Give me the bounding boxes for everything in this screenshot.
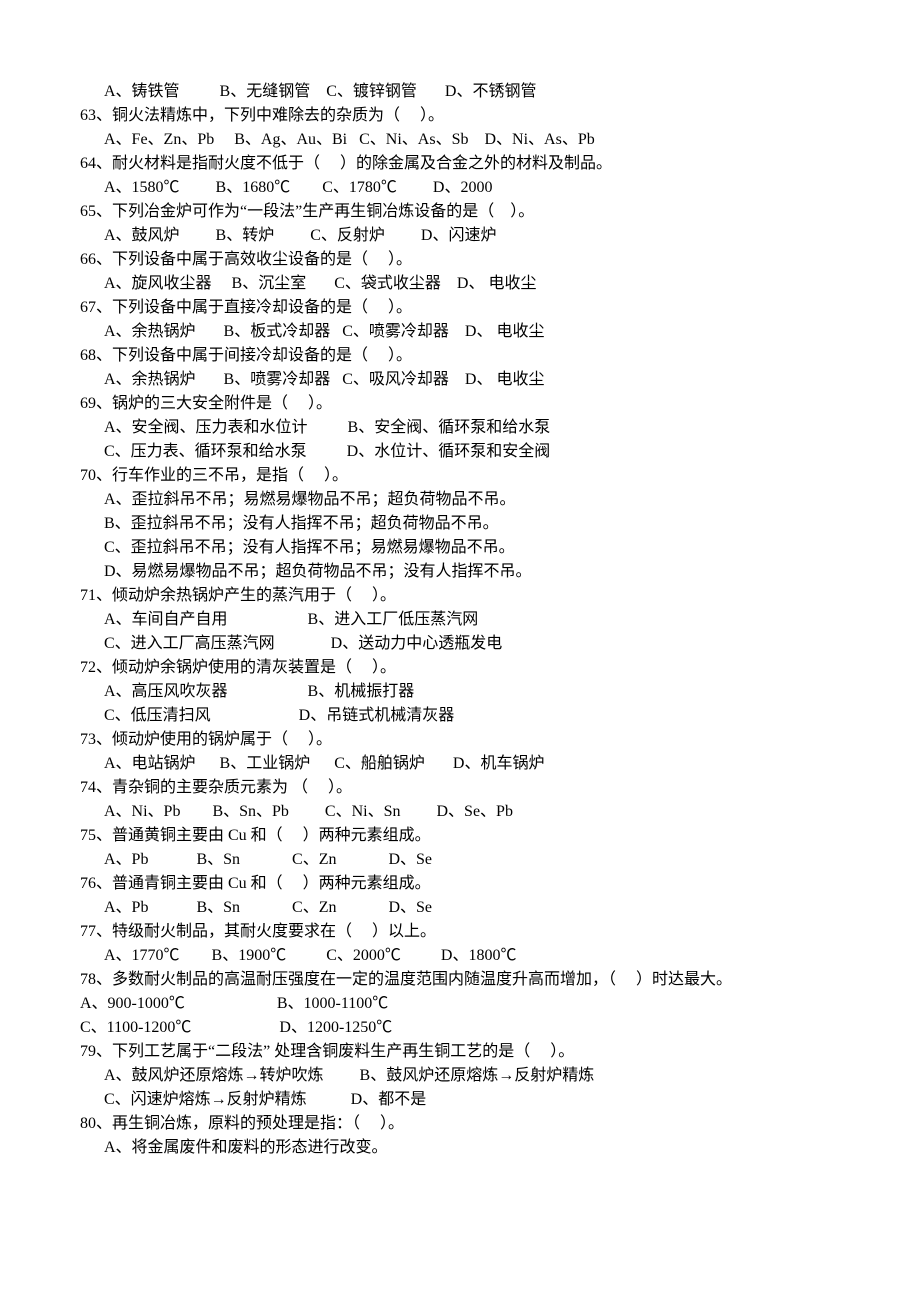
text-line: C、压力表、循环泵和给水泵 D、水位计、循环泵和安全阀 xyxy=(80,440,870,464)
text-line: 64、耐火材料是指耐火度不低于（ ）的除金属及合金之外的材料及制品。 xyxy=(80,152,870,176)
document-body: A、铸铁管 B、无缝钢管 C、镀锌钢管 D、不锈钢管63、铜火法精炼中，下列中难… xyxy=(80,80,870,1160)
text-line: 65、下列冶金炉可作为“一段法”生产再生铜冶炼设备的是（ ）。 xyxy=(80,200,870,224)
text-line: C、低压清扫风 D、吊链式机械清灰器 xyxy=(80,704,870,728)
text-line: A、电站锅炉 B、工业锅炉 C、船舶锅炉 D、机车锅炉 xyxy=(80,752,870,776)
text-line: A、鼓风炉 B、转炉 C、反射炉 D、闪速炉 xyxy=(80,224,870,248)
text-line: 66、下列设备中属于高效收尘设备的是（ ）。 xyxy=(80,248,870,272)
text-line: 76、普通青铜主要由 Cu 和（ ）两种元素组成。 xyxy=(80,872,870,896)
text-line: A、Fe、Zn、Pb B、Ag、Au、Bi C、Ni、As、Sb D、Ni、As… xyxy=(80,128,870,152)
text-line: A、Pb B、Sn C、Zn D、Se xyxy=(80,848,870,872)
text-line: 67、下列设备中属于直接冷却设备的是（ ）。 xyxy=(80,296,870,320)
text-line: 75、普通黄铜主要由 Cu 和（ ）两种元素组成。 xyxy=(80,824,870,848)
text-line: A、Pb B、Sn C、Zn D、Se xyxy=(80,896,870,920)
text-line: C、歪拉斜吊不吊；没有人指挥不吊；易燃易爆物品不吊。 xyxy=(80,536,870,560)
text-line: A、歪拉斜吊不吊；易燃易爆物品不吊；超负荷物品不吊。 xyxy=(80,488,870,512)
text-line: A、旋风收尘器 B、沉尘室 C、袋式收尘器 D、 电收尘 xyxy=(80,272,870,296)
text-line: C、1100-1200℃ D、1200-1250℃ xyxy=(80,1016,870,1040)
text-line: D、易燃易爆物品不吊；超负荷物品不吊；没有人指挥不吊。 xyxy=(80,560,870,584)
text-line: 71、倾动炉余热锅炉产生的蒸汽用于（ ）。 xyxy=(80,584,870,608)
text-line: A、安全阀、压力表和水位计 B、安全阀、循环泵和给水泵 xyxy=(80,416,870,440)
text-line: 70、行车作业的三不吊，是指（ ）。 xyxy=(80,464,870,488)
text-line: 79、下列工艺属于“二段法” 处理含铜废料生产再生铜工艺的是（ ）。 xyxy=(80,1040,870,1064)
text-line: A、车间自产自用 B、进入工厂低压蒸汽网 xyxy=(80,608,870,632)
text-line: A、1580℃ B、1680℃ C、1780℃ D、2000 xyxy=(80,176,870,200)
text-line: A、900-1000℃ B、1000-1100℃ xyxy=(80,992,870,1016)
text-line: 77、特级耐火制品，其耐火度要求在（ ）以上。 xyxy=(80,920,870,944)
text-line: 74、青杂铜的主要杂质元素为 （ ）。 xyxy=(80,776,870,800)
text-line: A、高压风吹灰器 B、机械振打器 xyxy=(80,680,870,704)
text-line: B、歪拉斜吊不吊；没有人指挥不吊；超负荷物品不吊。 xyxy=(80,512,870,536)
text-line: 80、再生铜冶炼，原料的预处理是指：（ ）。 xyxy=(80,1112,870,1136)
text-line: 78、多数耐火制品的高温耐压强度在一定的温度范围内随温度升高而增加，（ ）时达最… xyxy=(80,968,870,992)
text-line: 73、倾动炉使用的锅炉属于（ ）。 xyxy=(80,728,870,752)
text-line: A、鼓风炉还原熔炼→转炉吹炼 B、鼓风炉还原熔炼→反射炉精炼 xyxy=(80,1064,870,1088)
text-line: C、闪速炉熔炼→反射炉精炼 D、都不是 xyxy=(80,1088,870,1112)
text-line: 63、铜火法精炼中，下列中难除去的杂质为（ ）。 xyxy=(80,104,870,128)
text-line: C、进入工厂高压蒸汽网 D、送动力中心透瓶发电 xyxy=(80,632,870,656)
text-line: 69、锅炉的三大安全附件是（ ）。 xyxy=(80,392,870,416)
text-line: A、铸铁管 B、无缝钢管 C、镀锌钢管 D、不锈钢管 xyxy=(80,80,870,104)
text-line: 72、倾动炉余锅炉使用的清灰装置是（ ）。 xyxy=(80,656,870,680)
text-line: 68、下列设备中属于间接冷却设备的是（ ）。 xyxy=(80,344,870,368)
text-line: A、余热锅炉 B、喷雾冷却器 C、吸风冷却器 D、 电收尘 xyxy=(80,368,870,392)
text-line: A、Ni、Pb B、Sn、Pb C、Ni、Sn D、Se、Pb xyxy=(80,800,870,824)
text-line: A、将金属废件和废料的形态进行改变。 xyxy=(80,1136,870,1160)
text-line: A、1770℃ B、1900℃ C、2000℃ D、1800℃ xyxy=(80,944,870,968)
text-line: A、余热锅炉 B、板式冷却器 C、喷雾冷却器 D、 电收尘 xyxy=(80,320,870,344)
